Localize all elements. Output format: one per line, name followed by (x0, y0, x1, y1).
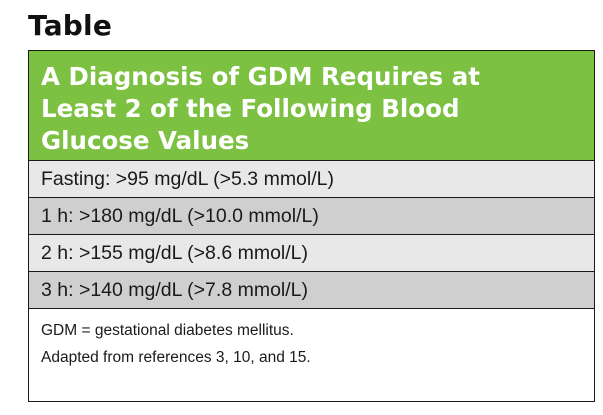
table-row-2h: 2 h: >155 mg/dL (>8.6 mmol/L) (29, 234, 594, 271)
footnote-source: Adapted from references 3, 10, and 15. (41, 349, 311, 366)
table-label: Table (28, 9, 113, 42)
table-row-1h: 1 h: >180 mg/dL (>10.0 mmol/L) (29, 197, 594, 234)
table-title-line-2: Least 2 of the Following Blood (41, 94, 460, 123)
table-title-line-3: Glucose Values (41, 126, 250, 155)
table-footnotes: GDM = gestational diabetes mellitus. Ada… (29, 308, 594, 371)
table-body: Fasting: >95 mg/dL (>5.3 mmol/L) 1 h: >1… (29, 160, 594, 308)
footnote-abbreviation: GDM = gestational diabetes mellitus. (41, 322, 294, 339)
table-title-line-1: A Diagnosis of GDM Requires at (41, 62, 480, 91)
table-row-fasting: Fasting: >95 mg/dL (>5.3 mmol/L) (29, 160, 594, 197)
gdm-criteria-table: A Diagnosis of GDM Requires at Least 2 o… (28, 50, 595, 402)
table-header: A Diagnosis of GDM Requires at Least 2 o… (29, 51, 594, 160)
table-row-3h: 3 h: >140 mg/dL (>7.8 mmol/L) (29, 271, 594, 308)
